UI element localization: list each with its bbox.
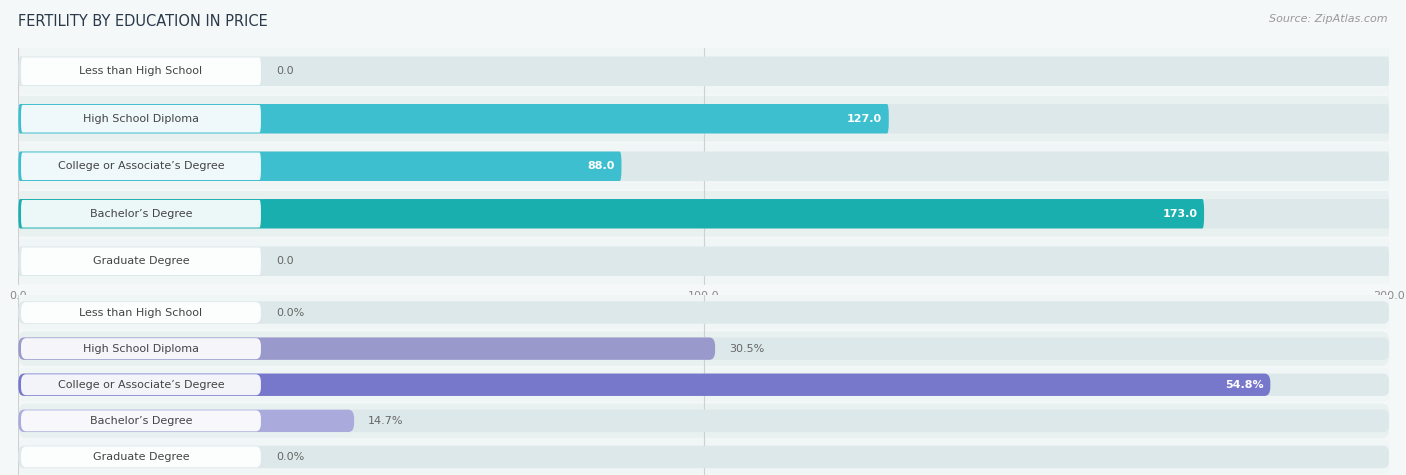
FancyBboxPatch shape	[18, 104, 889, 133]
FancyBboxPatch shape	[21, 338, 262, 359]
FancyBboxPatch shape	[18, 337, 716, 360]
FancyBboxPatch shape	[18, 199, 1389, 228]
Text: 127.0: 127.0	[846, 114, 882, 124]
FancyBboxPatch shape	[18, 373, 1270, 396]
FancyBboxPatch shape	[18, 238, 1389, 284]
FancyBboxPatch shape	[18, 152, 1389, 181]
FancyBboxPatch shape	[21, 446, 262, 467]
FancyBboxPatch shape	[18, 332, 1389, 366]
FancyBboxPatch shape	[21, 105, 262, 133]
FancyBboxPatch shape	[18, 440, 1389, 474]
FancyBboxPatch shape	[18, 337, 1389, 360]
Text: Bachelor’s Degree: Bachelor’s Degree	[90, 416, 193, 426]
FancyBboxPatch shape	[18, 104, 1389, 133]
FancyBboxPatch shape	[18, 96, 1389, 142]
FancyBboxPatch shape	[18, 57, 1389, 86]
FancyBboxPatch shape	[18, 48, 1389, 94]
FancyBboxPatch shape	[18, 295, 1389, 330]
Text: College or Associate’s Degree: College or Associate’s Degree	[58, 161, 225, 171]
Text: Bachelor’s Degree: Bachelor’s Degree	[90, 209, 193, 219]
FancyBboxPatch shape	[21, 374, 262, 395]
FancyBboxPatch shape	[18, 301, 1389, 324]
FancyBboxPatch shape	[18, 143, 1389, 189]
Text: College or Associate’s Degree: College or Associate’s Degree	[58, 380, 225, 390]
Text: High School Diploma: High School Diploma	[83, 343, 200, 354]
FancyBboxPatch shape	[18, 199, 1204, 228]
Text: FERTILITY BY EDUCATION IN PRICE: FERTILITY BY EDUCATION IN PRICE	[18, 14, 269, 29]
Text: Graduate Degree: Graduate Degree	[93, 452, 190, 462]
FancyBboxPatch shape	[21, 247, 262, 275]
Text: Source: ZipAtlas.com: Source: ZipAtlas.com	[1270, 14, 1388, 24]
Text: 0.0%: 0.0%	[276, 307, 304, 318]
Text: 88.0: 88.0	[588, 161, 614, 171]
FancyBboxPatch shape	[21, 302, 262, 323]
Text: Graduate Degree: Graduate Degree	[93, 256, 190, 266]
Text: 14.7%: 14.7%	[368, 416, 404, 426]
Text: 30.5%: 30.5%	[728, 343, 763, 354]
FancyBboxPatch shape	[18, 446, 1389, 468]
FancyBboxPatch shape	[18, 152, 621, 181]
Text: Less than High School: Less than High School	[79, 66, 202, 76]
FancyBboxPatch shape	[18, 247, 1389, 276]
FancyBboxPatch shape	[21, 152, 262, 180]
Text: Less than High School: Less than High School	[79, 307, 202, 318]
Text: 173.0: 173.0	[1163, 209, 1197, 219]
FancyBboxPatch shape	[21, 57, 262, 85]
FancyBboxPatch shape	[18, 409, 354, 432]
Text: High School Diploma: High School Diploma	[83, 114, 200, 124]
Text: 0.0%: 0.0%	[276, 452, 304, 462]
Text: 54.8%: 54.8%	[1225, 380, 1264, 390]
Text: 0.0: 0.0	[276, 256, 294, 266]
FancyBboxPatch shape	[18, 409, 1389, 432]
FancyBboxPatch shape	[21, 200, 262, 228]
FancyBboxPatch shape	[18, 191, 1389, 237]
FancyBboxPatch shape	[21, 410, 262, 431]
Text: 0.0: 0.0	[276, 66, 294, 76]
FancyBboxPatch shape	[18, 404, 1389, 438]
FancyBboxPatch shape	[18, 373, 1389, 396]
FancyBboxPatch shape	[18, 368, 1389, 402]
